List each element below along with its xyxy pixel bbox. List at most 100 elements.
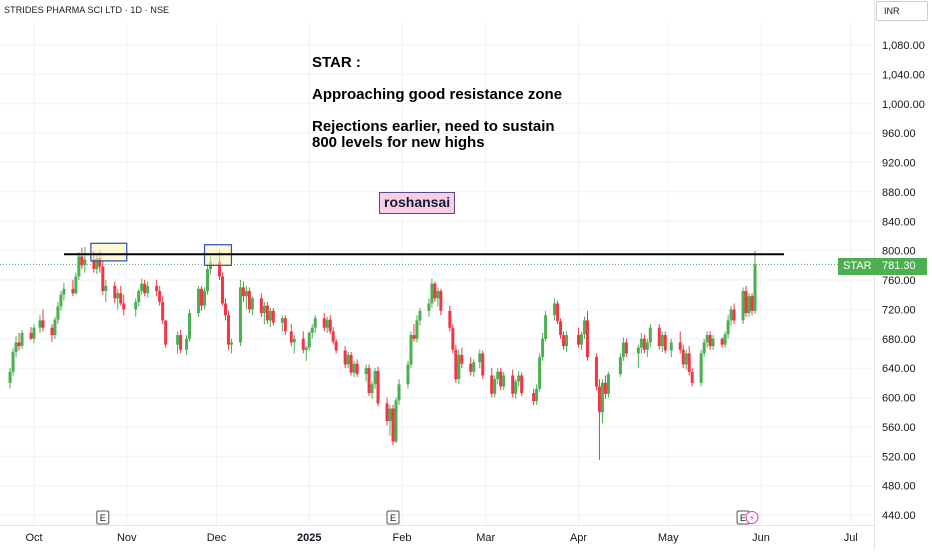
candle	[579, 331, 583, 350]
earnings-marker[interactable]: E	[96, 510, 110, 525]
candle	[744, 285, 748, 317]
y-tick-label: 760.00	[882, 275, 916, 287]
candle	[577, 327, 581, 348]
candle-body	[140, 283, 144, 292]
candle	[146, 281, 150, 298]
x-tick-label: Nov	[117, 532, 137, 544]
candle-body	[259, 298, 263, 314]
candle-body	[14, 342, 18, 352]
candle	[283, 315, 287, 336]
candle	[376, 366, 380, 407]
candle-body	[708, 335, 712, 347]
candle	[325, 316, 329, 333]
author-tag[interactable]: roshansai	[379, 192, 456, 214]
candle	[711, 335, 715, 350]
candle	[343, 346, 347, 369]
candle	[388, 404, 392, 436]
candle-body	[729, 309, 733, 321]
candle	[313, 315, 317, 333]
candle-body	[394, 400, 398, 442]
candle-body	[648, 327, 652, 343]
candle-body	[699, 353, 703, 383]
earnings-marker[interactable]: E	[736, 510, 750, 525]
highlight-zone[interactable]	[90, 242, 128, 262]
dividend-marker[interactable]: ⚡	[745, 511, 759, 525]
currency-selector[interactable]: INR	[876, 1, 928, 21]
candle	[304, 346, 308, 361]
y-tick-label: 720.00	[882, 304, 916, 316]
candle-body	[684, 353, 688, 365]
candle-body	[355, 363, 359, 374]
candle-body	[179, 335, 183, 350]
candle-body	[535, 388, 539, 402]
candle-body	[553, 303, 557, 316]
annotation-line-2[interactable]: Rejections earlier, need to sustain 800 …	[312, 118, 555, 151]
candle	[244, 285, 248, 310]
candle-body	[373, 371, 377, 385]
candle	[74, 272, 78, 295]
candle-body	[203, 291, 207, 306]
candle-body	[559, 321, 563, 336]
y-tick-label: 600.00	[882, 393, 916, 405]
candle	[729, 305, 733, 326]
candle	[14, 335, 18, 358]
candle	[439, 288, 443, 316]
candle	[349, 351, 353, 376]
candle	[639, 332, 643, 354]
candle	[346, 351, 350, 369]
candle	[352, 360, 356, 377]
candle-body	[56, 306, 60, 320]
y-tick-label: 440.00	[882, 510, 916, 522]
candle-body	[478, 353, 482, 363]
candle	[373, 368, 377, 389]
candle	[101, 260, 105, 295]
candle	[747, 293, 751, 317]
candle	[585, 310, 589, 361]
candle-body	[457, 354, 461, 380]
y-tick-label: 680.00	[882, 334, 916, 346]
candle-body	[95, 257, 99, 269]
annotation-title[interactable]: STAR :	[312, 54, 361, 71]
candle-body	[238, 287, 242, 343]
y-tick-label: 1,000.00	[882, 99, 925, 111]
candle-body	[490, 375, 494, 394]
candle	[250, 296, 254, 316]
candle	[71, 280, 75, 297]
candle-body	[502, 375, 506, 387]
candle	[606, 371, 610, 398]
candle	[490, 368, 494, 398]
candle-body	[32, 327, 36, 339]
candle-body	[562, 335, 566, 347]
candle-body	[370, 384, 374, 394]
candle-body	[702, 342, 706, 354]
candle-body	[606, 374, 610, 394]
candle	[176, 331, 180, 354]
candle-body	[346, 354, 350, 365]
candle-body	[669, 342, 673, 351]
candle	[600, 379, 604, 424]
candle-body	[313, 318, 317, 328]
candle-body	[98, 257, 102, 267]
candle	[433, 281, 437, 303]
candle-body	[747, 296, 751, 314]
candle-body	[185, 338, 189, 350]
candle-body	[496, 371, 500, 380]
candle	[220, 272, 224, 306]
candle-body	[137, 291, 141, 303]
earnings-marker-box	[96, 510, 110, 525]
candle-body	[687, 353, 691, 372]
candle	[364, 364, 368, 382]
candle	[687, 346, 691, 376]
candle-body	[618, 357, 622, 374]
candle-body	[265, 305, 269, 321]
candle	[59, 291, 63, 311]
candle-body	[197, 288, 201, 314]
candle-body	[472, 362, 476, 372]
earnings-marker[interactable]: E	[386, 510, 400, 525]
candle	[582, 316, 586, 339]
candle-body	[732, 309, 736, 321]
annotation-line-1[interactable]: Approaching good resistance zone	[312, 86, 563, 103]
symbol-title: STRIDES PHARMA SCI LTD · 1D · NSE	[4, 5, 170, 15]
